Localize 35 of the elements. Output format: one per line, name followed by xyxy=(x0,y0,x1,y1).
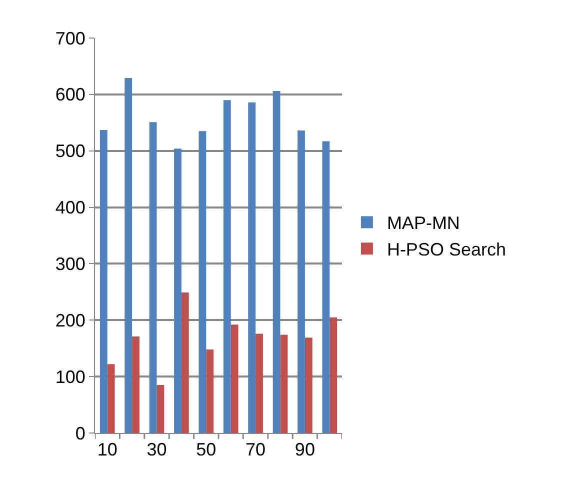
y-tick-label: 600 xyxy=(55,84,86,105)
bar xyxy=(230,324,238,433)
bar xyxy=(132,336,140,433)
bar xyxy=(149,122,157,433)
bar xyxy=(248,102,256,433)
y-tick-label: 700 xyxy=(55,28,86,48)
bar xyxy=(206,349,214,433)
legend-label: MAP-MN xyxy=(386,213,460,234)
bar xyxy=(107,364,115,433)
bar xyxy=(198,131,206,433)
bar xyxy=(298,130,305,433)
bar xyxy=(124,78,132,433)
y-tick-label: 400 xyxy=(55,198,86,218)
x-tick-label: 30 xyxy=(146,440,167,460)
x-tick-label: 70 xyxy=(246,440,266,460)
bar xyxy=(304,338,312,433)
bar xyxy=(100,130,108,433)
y-tick-label: 100 xyxy=(55,366,86,387)
bar xyxy=(223,100,231,433)
bar xyxy=(330,317,338,433)
y-tick-label: 300 xyxy=(55,254,86,274)
bar xyxy=(174,148,182,433)
bar xyxy=(272,91,280,433)
y-tick-label: 200 xyxy=(55,310,86,330)
bar xyxy=(322,141,330,433)
x-tick-label: 50 xyxy=(196,440,216,460)
bar xyxy=(156,385,164,433)
bar xyxy=(181,292,189,433)
bar xyxy=(280,334,288,433)
y-tick-label: 0 xyxy=(75,423,86,444)
y-tick-label: 500 xyxy=(55,141,86,162)
x-tick-label: 90 xyxy=(294,440,315,460)
bar xyxy=(256,334,263,433)
x-tick-label: 10 xyxy=(97,440,118,460)
legend-label: H-PSO Search xyxy=(386,240,506,260)
